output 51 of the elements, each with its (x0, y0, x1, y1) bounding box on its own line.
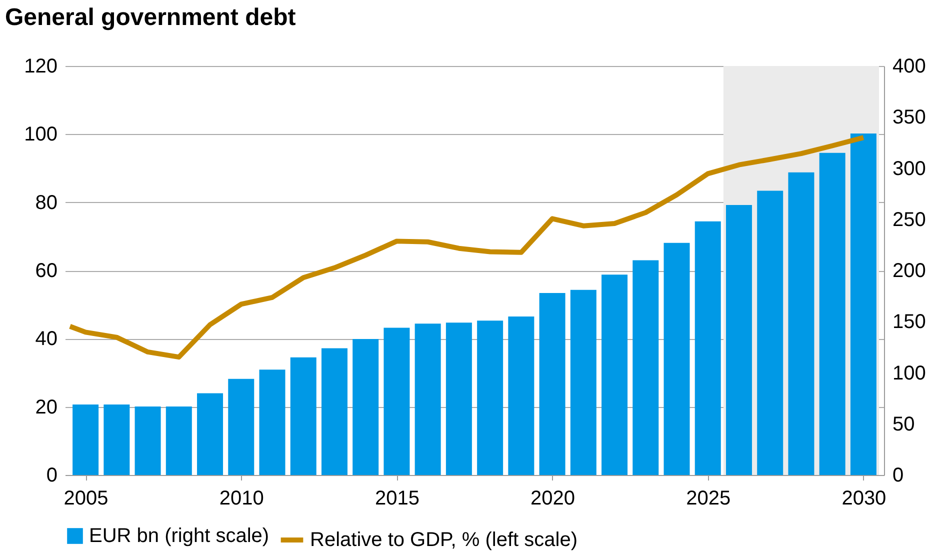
legend-label: EUR bn (right scale) (89, 525, 270, 547)
y2-tick-label: 400 (892, 56, 926, 78)
x-tick-label: 2010 (219, 488, 264, 510)
bar (384, 328, 410, 475)
bar (259, 370, 286, 475)
legend-label: Relative to GDP, % (left scale) (310, 529, 578, 551)
y2-tick-label: 250 (892, 208, 926, 231)
bar (602, 274, 628, 475)
x-tick-label: 2015 (374, 488, 420, 510)
bar (414, 324, 441, 475)
bar (228, 378, 254, 475)
bar (166, 406, 192, 475)
bar (72, 404, 99, 475)
y-tick-label: 40 (35, 328, 58, 350)
y-tick-label: 60 (35, 260, 58, 282)
bar (570, 290, 596, 475)
bar (197, 393, 224, 475)
bar (757, 190, 784, 475)
bar (850, 133, 876, 475)
y-tick-label: 0 (46, 464, 58, 486)
y-tick-label: 20 (35, 396, 58, 418)
x-tick-label: 2025 (686, 488, 731, 510)
y2-tick-label: 0 (892, 464, 904, 486)
bar (726, 205, 752, 475)
x-tick-label: 2020 (530, 488, 576, 510)
bar (477, 320, 504, 475)
y2-tick-label: 350 (892, 106, 926, 129)
bar (664, 242, 690, 475)
bar (134, 406, 161, 475)
bar (508, 316, 534, 475)
bar (352, 339, 379, 475)
bar (446, 322, 472, 475)
bar (539, 292, 566, 475)
chart-title: General government debt (5, 4, 296, 31)
x-tick-label: 2005 (64, 488, 108, 510)
y2-tick-label: 300 (892, 158, 926, 180)
x-tick-label: 2030 (842, 488, 886, 510)
y-tick-label: 80 (35, 192, 58, 214)
bar (632, 260, 659, 475)
bar (694, 221, 721, 475)
bar (788, 172, 814, 475)
y-tick-label: 120 (24, 56, 58, 78)
bar (321, 348, 348, 475)
bar (290, 357, 316, 475)
y2-tick-label: 150 (892, 311, 926, 334)
y2-tick-label: 50 (892, 413, 915, 436)
y2-tick-label: 100 (892, 362, 926, 384)
bar (819, 152, 846, 475)
bar (104, 404, 130, 475)
y-tick-label: 100 (24, 124, 58, 146)
y2-tick-label: 200 (892, 260, 926, 282)
